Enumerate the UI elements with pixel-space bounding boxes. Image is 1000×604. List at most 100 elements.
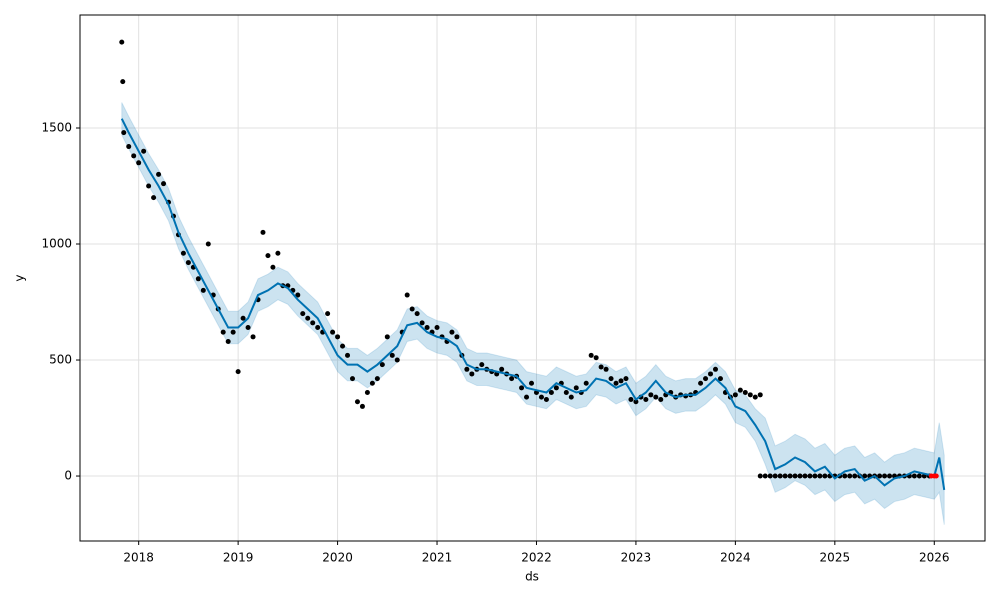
data-point xyxy=(817,473,823,479)
x-tick-label: 2025 xyxy=(820,551,851,565)
data-point xyxy=(151,195,157,201)
data-point xyxy=(911,473,917,479)
data-point xyxy=(538,394,544,400)
data-point xyxy=(136,160,142,166)
data-point xyxy=(703,376,709,382)
data-point xyxy=(618,378,624,384)
data-point xyxy=(270,264,276,270)
data-point xyxy=(519,385,525,391)
data-point xyxy=(240,315,246,321)
data-point xyxy=(195,276,201,282)
data-point xyxy=(305,315,311,321)
data-point xyxy=(404,292,410,298)
data-point xyxy=(916,473,922,479)
data-point xyxy=(717,376,723,382)
data-point xyxy=(812,473,818,479)
data-point xyxy=(119,39,125,45)
y-tick-label: 1500 xyxy=(41,120,72,134)
data-point xyxy=(762,473,768,479)
data-point xyxy=(772,473,778,479)
data-point xyxy=(573,385,579,391)
data-point xyxy=(185,260,191,266)
data-point xyxy=(235,369,241,375)
data-point xyxy=(737,387,743,393)
data-point xyxy=(822,473,828,479)
data-point xyxy=(340,343,346,349)
data-point xyxy=(628,396,634,402)
data-point xyxy=(802,473,808,479)
data-point xyxy=(757,392,763,398)
data-point xyxy=(469,371,475,377)
data-point xyxy=(454,334,460,340)
plot-area xyxy=(80,15,985,541)
data-point xyxy=(509,376,515,382)
data-point xyxy=(658,396,664,402)
data-point xyxy=(732,392,738,398)
data-point xyxy=(374,376,380,382)
data-point xyxy=(698,380,704,386)
data-point xyxy=(275,250,281,256)
data-point xyxy=(364,390,370,396)
data-point xyxy=(543,396,549,402)
data-point xyxy=(220,329,226,335)
data-point xyxy=(643,396,649,402)
data-point xyxy=(633,399,639,405)
data-point xyxy=(419,320,425,326)
data-point xyxy=(603,366,609,372)
data-point xyxy=(260,229,266,235)
data-point xyxy=(230,329,236,335)
data-point xyxy=(553,385,559,391)
data-point xyxy=(161,181,167,187)
data-point xyxy=(653,394,659,400)
data-point xyxy=(300,311,306,317)
data-point xyxy=(464,366,470,372)
data-point xyxy=(265,253,271,259)
x-tick-label: 2021 xyxy=(422,551,453,565)
data-point xyxy=(648,392,654,398)
data-point xyxy=(568,394,574,400)
x-tick-label: 2018 xyxy=(123,551,154,565)
data-point xyxy=(613,380,619,386)
data-point xyxy=(742,390,748,396)
data-point xyxy=(414,311,420,317)
data-point xyxy=(449,329,455,335)
data-point xyxy=(933,473,939,479)
data-point xyxy=(141,148,147,154)
data-point xyxy=(807,473,813,479)
data-point xyxy=(389,352,395,358)
data-point xyxy=(757,473,763,479)
data-point xyxy=(787,473,793,479)
data-point xyxy=(121,130,127,136)
data-point xyxy=(205,241,211,247)
data-point xyxy=(434,325,440,331)
data-point xyxy=(588,352,594,358)
y-tick-label: 500 xyxy=(49,353,72,367)
data-point xyxy=(379,362,385,368)
data-point xyxy=(330,329,336,335)
data-point xyxy=(250,334,256,340)
data-point xyxy=(583,380,589,386)
x-tick-label: 2023 xyxy=(621,551,652,565)
y-axis-label: y xyxy=(13,274,27,281)
data-point xyxy=(842,473,848,479)
data-point xyxy=(156,171,162,177)
data-point xyxy=(712,366,718,372)
data-point xyxy=(887,473,893,479)
axes-frame xyxy=(79,14,986,542)
data-point xyxy=(767,473,773,479)
data-point xyxy=(608,376,614,382)
data-point xyxy=(797,473,803,479)
data-point xyxy=(747,392,753,398)
x-tick-label: 2020 xyxy=(322,551,353,565)
data-point xyxy=(369,380,375,386)
data-point xyxy=(409,306,415,312)
data-point xyxy=(752,394,758,400)
data-point xyxy=(245,325,251,331)
x-tick-label: 2026 xyxy=(919,551,950,565)
data-point xyxy=(847,473,853,479)
x-axis-label: ds xyxy=(525,570,539,584)
x-tick-label: 2022 xyxy=(521,551,552,565)
data-point xyxy=(146,183,152,189)
data-point xyxy=(120,79,126,85)
